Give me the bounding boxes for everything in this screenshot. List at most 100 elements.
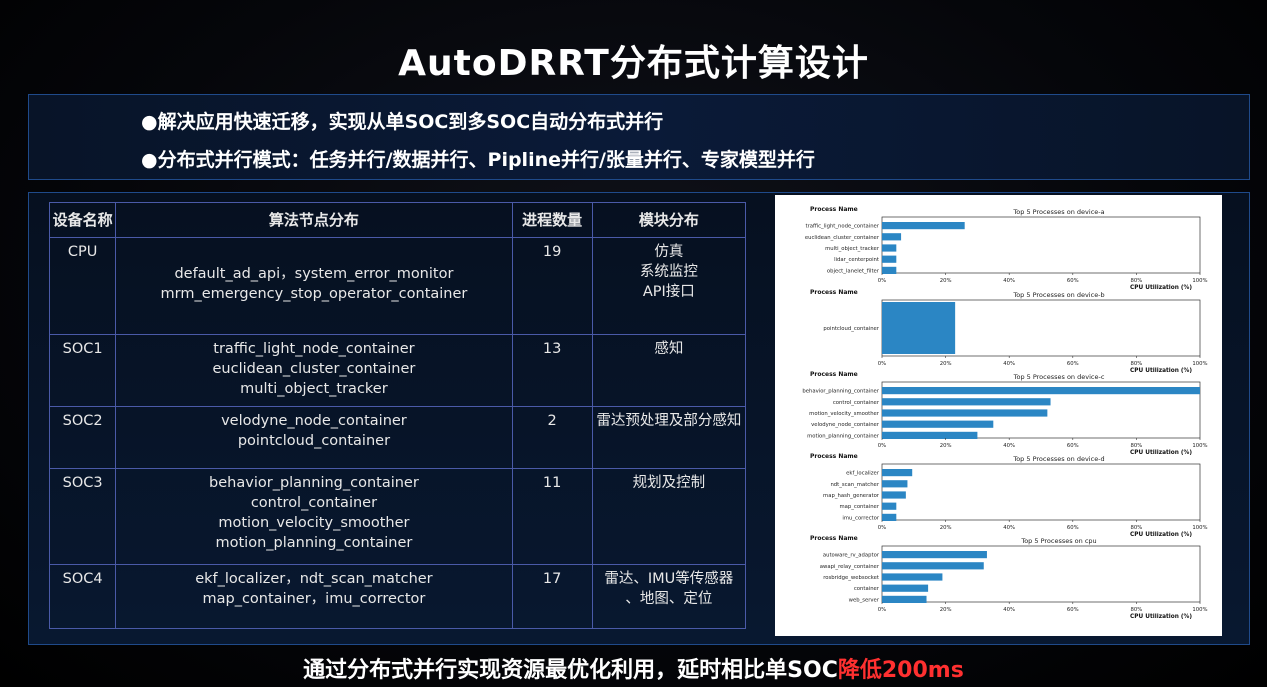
- chart-category-label: web_server: [849, 597, 880, 603]
- chart-bar: [882, 480, 908, 488]
- bullets-panel: ●解决应用快速迁移，实现从单SOC到多SOC自动分布式并行 ●分布式并行模式：任…: [28, 94, 1250, 180]
- chart-tick-label: 20%: [940, 443, 952, 449]
- chart-bar: [882, 266, 897, 274]
- chart-category-label: awapi_relay_container: [820, 564, 880, 570]
- nodes-cell: default_ad_api，system_error_monitor mrm_…: [115, 237, 513, 335]
- footer-highlight: 降低200ms: [837, 658, 964, 683]
- chart-title: Top 5 Processes on cpu: [1020, 537, 1096, 545]
- chart-bar: [882, 387, 1200, 395]
- chart-xlabel: CPU Utilization (%): [1130, 285, 1192, 291]
- chart-title: Top 5 Processes on device-b: [1012, 291, 1104, 299]
- nodes-cell: ekf_localizer，ndt_scan_matcher map_conta…: [115, 564, 513, 629]
- chart-category-label: object_lanelet_filter: [827, 268, 880, 274]
- nodes-cell: velodyne_node_container pointcloud_conta…: [115, 406, 513, 469]
- chart-title: Top 5 Processes on device-d: [1012, 455, 1104, 463]
- table-row: SOC3 behavior_planning_container control…: [48, 468, 747, 565]
- module-line: 仿真: [654, 244, 684, 260]
- chart-axes-frame: [881, 463, 1201, 521]
- bullet-item: ●分布式并行模式：任务并行/数据并行、Pipline并行/张量并行、专家模型并行: [141, 149, 815, 171]
- chart-tick-label: 100%: [1192, 278, 1207, 284]
- chart-tick-label: 80%: [1131, 525, 1143, 531]
- chart-ylabel: Process Name: [810, 371, 858, 378]
- count-cell: 19: [511, 237, 593, 335]
- chart-ylabel: Process Name: [810, 535, 858, 542]
- modules-cell: 仿真 系统监控 API接口: [591, 237, 747, 335]
- node-line: pointcloud_container: [237, 433, 391, 449]
- chart-tick-label: 20%: [940, 361, 952, 367]
- module-line: 、地图、定位: [625, 591, 713, 607]
- node-line: traffic_light_node_container: [213, 341, 415, 357]
- chart-tick-label: 60%: [1067, 607, 1079, 613]
- module-line: 雷达、IMU等传感器: [604, 571, 734, 587]
- chart-tick-label: 100%: [1192, 607, 1207, 613]
- chart-bar: [882, 595, 927, 603]
- chart-bar: [882, 562, 984, 570]
- chart-category-label: lidar_centerpoint: [834, 257, 879, 263]
- chart-tick-label: 80%: [1131, 443, 1143, 449]
- node-line: multi_object_tracker: [240, 381, 388, 397]
- node-line: motion_planning_container: [215, 535, 413, 551]
- modules-cell: 雷达预处理及部分感知: [591, 406, 747, 469]
- header-count: 进程数量: [511, 202, 593, 238]
- chart-category-label: autoware_rv_adaptor: [823, 553, 880, 559]
- chart-category-label: euclidean_cluster_container: [805, 235, 880, 241]
- page-title: AutoDRRT分布式计算设计: [398, 43, 869, 84]
- chart-category-label: behavior_planning_container: [802, 389, 879, 395]
- module-line: 系统监控: [639, 264, 698, 280]
- nodes-cell: behavior_planning_container control_cont…: [115, 468, 513, 565]
- node-line: euclidean_cluster_container: [212, 361, 416, 377]
- bullet-item: ●解决应用快速迁移，实现从单SOC到多SOC自动分布式并行: [141, 111, 664, 133]
- chart-tick-label: 40%: [1003, 278, 1015, 284]
- modules-cell: 感知: [591, 334, 747, 407]
- chart-tick-label: 80%: [1131, 607, 1143, 613]
- chart-tick-label: 0%: [878, 443, 886, 449]
- chart-bar: [882, 491, 906, 499]
- node-line: behavior_planning_container: [209, 475, 419, 491]
- modules-cell: 规划及控制: [591, 468, 747, 565]
- chart-xlabel: CPU Utilization (%): [1130, 532, 1192, 538]
- chart-bar: [882, 244, 897, 252]
- table-row: CPU default_ad_api，system_error_monitor …: [48, 237, 747, 335]
- chart-bar: [882, 469, 913, 477]
- chart-bar: [882, 222, 965, 230]
- header-nodes: 算法节点分布: [115, 202, 513, 238]
- chart-tick-label: 0%: [878, 361, 886, 367]
- chart-category-label: ndt_scan_matcher: [830, 482, 879, 488]
- distribution-table: 设备名称 算法节点分布 进程数量 模块分布 CPU default_ad_api…: [48, 202, 747, 629]
- chart-tick-label: 0%: [878, 607, 886, 613]
- chart-category-label: map_container: [839, 504, 879, 510]
- module-line: 感知: [654, 341, 684, 357]
- table-row: SOC4 ekf_localizer，ndt_scan_matcher map_…: [48, 564, 747, 629]
- device-cell: CPU: [48, 237, 117, 335]
- chart-tick-label: 40%: [1003, 525, 1015, 531]
- header-modules: 模块分布: [591, 202, 747, 238]
- module-line: API接口: [642, 284, 695, 300]
- chart-bar: [882, 302, 956, 354]
- chart-bar: [882, 409, 1048, 417]
- node-line: motion_velocity_smoother: [218, 515, 410, 531]
- count-cell: 17: [511, 564, 593, 629]
- count-cell: 11: [511, 468, 593, 565]
- chart-category-label: rosbridge_websocket: [823, 575, 879, 581]
- modules-cell: 雷达、IMU等传感器 、地图、定位: [591, 564, 747, 629]
- chart-title: Top 5 Processes on device-c: [1013, 373, 1105, 381]
- chart-bar: [882, 398, 1051, 406]
- module-line: 规划及控制: [632, 475, 706, 491]
- chart-bar: [882, 551, 987, 559]
- module-line: 雷达预处理及部分感知: [596, 413, 742, 429]
- chart-xlabel: CPU Utilization (%): [1130, 614, 1192, 620]
- chart-bar: [882, 573, 943, 581]
- chart-tick-label: 20%: [940, 278, 952, 284]
- header-device: 设备名称: [48, 202, 117, 238]
- chart-category-label: map_hash_generator: [823, 493, 880, 499]
- device-cell: SOC1: [48, 334, 117, 407]
- chart-tick-label: 0%: [878, 525, 886, 531]
- table-row: SOC2 velodyne_node_container pointcloud_…: [48, 406, 747, 469]
- node-line: control_container: [250, 495, 378, 511]
- chart-bar: [882, 431, 978, 439]
- chart-tick-label: 60%: [1067, 443, 1079, 449]
- count-cell: 2: [511, 406, 593, 469]
- chart-ylabel: Process Name: [810, 206, 858, 213]
- chart-svg: Top 5 Processes on device-a Process Name t…: [802, 206, 1207, 620]
- chart-category-label: control_container: [833, 400, 880, 406]
